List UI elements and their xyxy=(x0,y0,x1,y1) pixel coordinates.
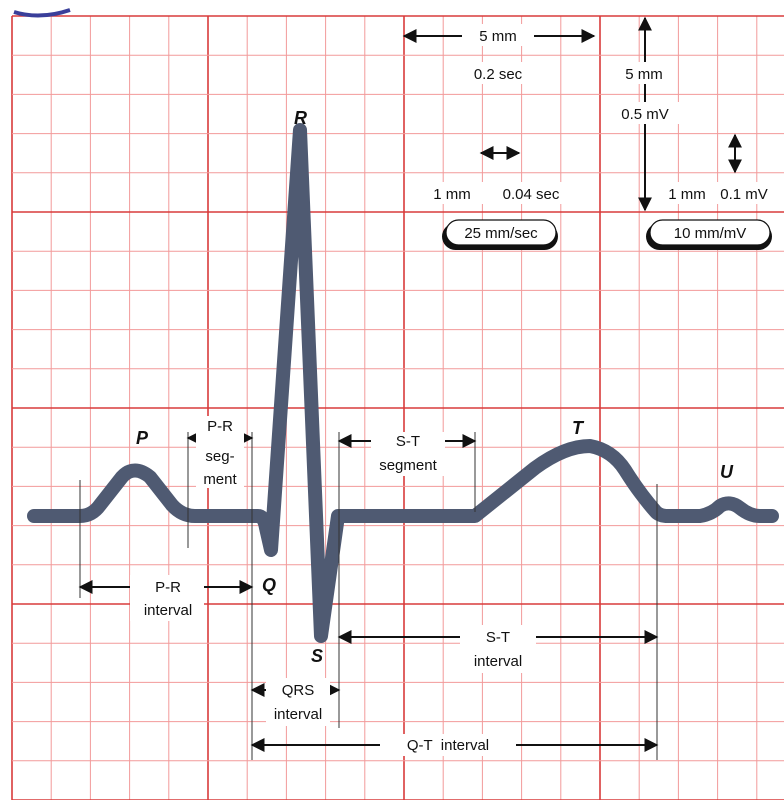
st-segment-label-line2: segment xyxy=(379,457,437,474)
mask-st-seg xyxy=(371,432,445,476)
pr-segment-label-line3: ment xyxy=(203,471,237,488)
paper-speed-pill-body xyxy=(445,219,557,246)
mask-small xyxy=(428,182,572,204)
wave-label-r: R xyxy=(294,108,307,128)
ecg-trace xyxy=(27,123,779,643)
qrs-interval-label-line2: interval xyxy=(274,706,322,723)
mask-big-time xyxy=(462,24,534,46)
wave-label-t: T xyxy=(572,418,585,438)
reference-lines xyxy=(79,432,658,760)
big-box-time-label: 5 mm xyxy=(479,28,517,45)
gain-pill-body xyxy=(649,219,771,246)
ecg-grid xyxy=(11,15,784,800)
mask-qt-int xyxy=(380,734,516,756)
st-segment-label-line1: S-T xyxy=(396,433,420,450)
paper-speed-pill: 25 mm/sec xyxy=(442,219,558,250)
wave-label-q: Q xyxy=(262,575,276,595)
paper-speed-label: 25 mm/sec xyxy=(464,225,538,242)
big-box-amp-mm-label: 5 mm xyxy=(625,66,663,83)
qrs-interval-label-line1: QRS xyxy=(282,682,315,699)
st-interval-label-line1: S-T xyxy=(486,629,510,646)
pr-segment-label-line1: P-R xyxy=(207,418,233,435)
big-box-sec-label: 0.2 sec xyxy=(474,66,523,83)
small-box-mm-label: 1 mm xyxy=(433,186,471,203)
mask-big-sec xyxy=(462,62,534,84)
mask-st-int xyxy=(460,625,536,673)
gain-label: 10 mm/mV xyxy=(674,225,747,242)
mask-big-mv xyxy=(610,102,680,124)
st-interval-label-line2: interval xyxy=(474,653,522,670)
wave-label-u: U xyxy=(720,462,734,482)
gain-pill: 10 mm/mV xyxy=(646,219,772,250)
wave-label-p: P xyxy=(136,428,149,448)
pr-segment-label-line2: seg- xyxy=(205,448,234,465)
corner-mark xyxy=(13,8,71,18)
mask-small-amp xyxy=(660,182,784,204)
small-box-amp-mm-label: 1 mm xyxy=(668,186,706,203)
mask-pr-seg xyxy=(196,416,244,488)
big-box-mv-label: 0.5 mV xyxy=(621,106,669,123)
mask-qrs-int xyxy=(266,678,330,726)
small-box-sec-label: 0.04 sec xyxy=(503,186,560,203)
pr-interval-label-line2: interval xyxy=(144,602,192,619)
small-box-mv-label: 0.1 mV xyxy=(720,186,768,203)
mask-big-mm xyxy=(616,62,672,84)
pr-interval-label-line1: P-R xyxy=(155,579,181,596)
mask-pr-int xyxy=(130,575,204,621)
wave-label-s: S xyxy=(311,646,323,666)
qt-interval-label: Q-T interval xyxy=(407,737,489,754)
